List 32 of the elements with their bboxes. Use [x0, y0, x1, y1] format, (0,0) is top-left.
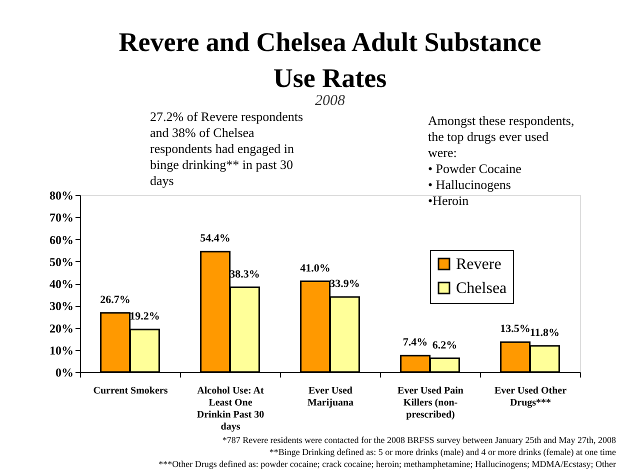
text: 27.2% of Revere respondents and 38% of Chelsea respondents had engaged in binge drinking** in past 30 days [150, 109, 304, 188]
y-tick-label: 60% [50, 232, 74, 247]
data-label: 13.5% [500, 323, 530, 336]
data-label: 11.8% [530, 326, 560, 339]
data-label: 26.7% [100, 294, 130, 306]
data-label: 38.3% [230, 268, 260, 280]
y-tick-label: 0% [56, 366, 74, 380]
chart-title: Revere and Chelsea Adult Substance Use Rates [118, 27, 542, 93]
annotation: Amongst these respondents, the top drugs ever used were: • Powder Cocaine • Hallucinogens •Heroin [428, 113, 574, 208]
text: *787 Revere residents were contacted for the 2008 BRFSS survey between January 25th and May 27th, 2008 [222, 435, 616, 445]
x-tick-label: Ever Used Marijuana [307, 386, 354, 408]
y-tick-label: 30% [50, 299, 74, 314]
text: **Binge Drinking defined as: 5 or more drinks (male) and 4 or more drinks (female) at one time [269, 447, 616, 457]
legend-label: Revere [456, 256, 502, 273]
y-tick-label: 10% [50, 343, 74, 358]
legend-label: Chelsea [456, 280, 507, 297]
y-tick-label: 40% [50, 277, 74, 291]
data-label: 41.0% [300, 262, 330, 274]
data-label: 6.2% [432, 339, 458, 352]
chart-subtitle: 2008 [315, 93, 346, 109]
data-label: 7.4% [402, 336, 428, 349]
data-label: 54.4% [200, 232, 230, 245]
y-tick-label: 70% [50, 210, 74, 225]
y-tick-label: 50% [50, 254, 74, 269]
x-tick-label: Ever Used Other Drugs*** [494, 386, 568, 408]
text: ***Other Drugs defined as: powder cocaine; crack cocaine; heroin; methamphetamine; Hallucinogens; MDMA/Ecstasy; Other [158, 459, 616, 469]
x-tick-label: Current Smokers [93, 386, 168, 396]
data-label: 19.2% [130, 310, 160, 323]
y-tick-label: 20% [50, 321, 74, 336]
y-tick-label: 80% [50, 188, 74, 202]
x-tick-label: Alcohol Use: At Least One Drinkin Past 30 days [196, 386, 264, 432]
x-tick-label: Ever Used Pain Killers (non-prescribed) [398, 386, 464, 420]
